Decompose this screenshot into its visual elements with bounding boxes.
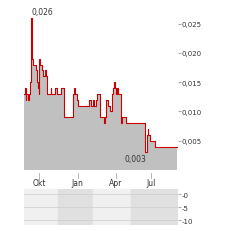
Bar [93,189,131,225]
Text: Apr: Apr [109,179,123,188]
Text: Jan: Jan [72,179,84,188]
Bar [131,189,178,225]
Text: Okt: Okt [32,179,46,188]
Bar [58,189,93,225]
Text: Jul: Jul [147,179,156,188]
Text: 0,026: 0,026 [32,8,54,17]
Text: 0,003: 0,003 [125,155,146,164]
Bar [24,189,58,225]
